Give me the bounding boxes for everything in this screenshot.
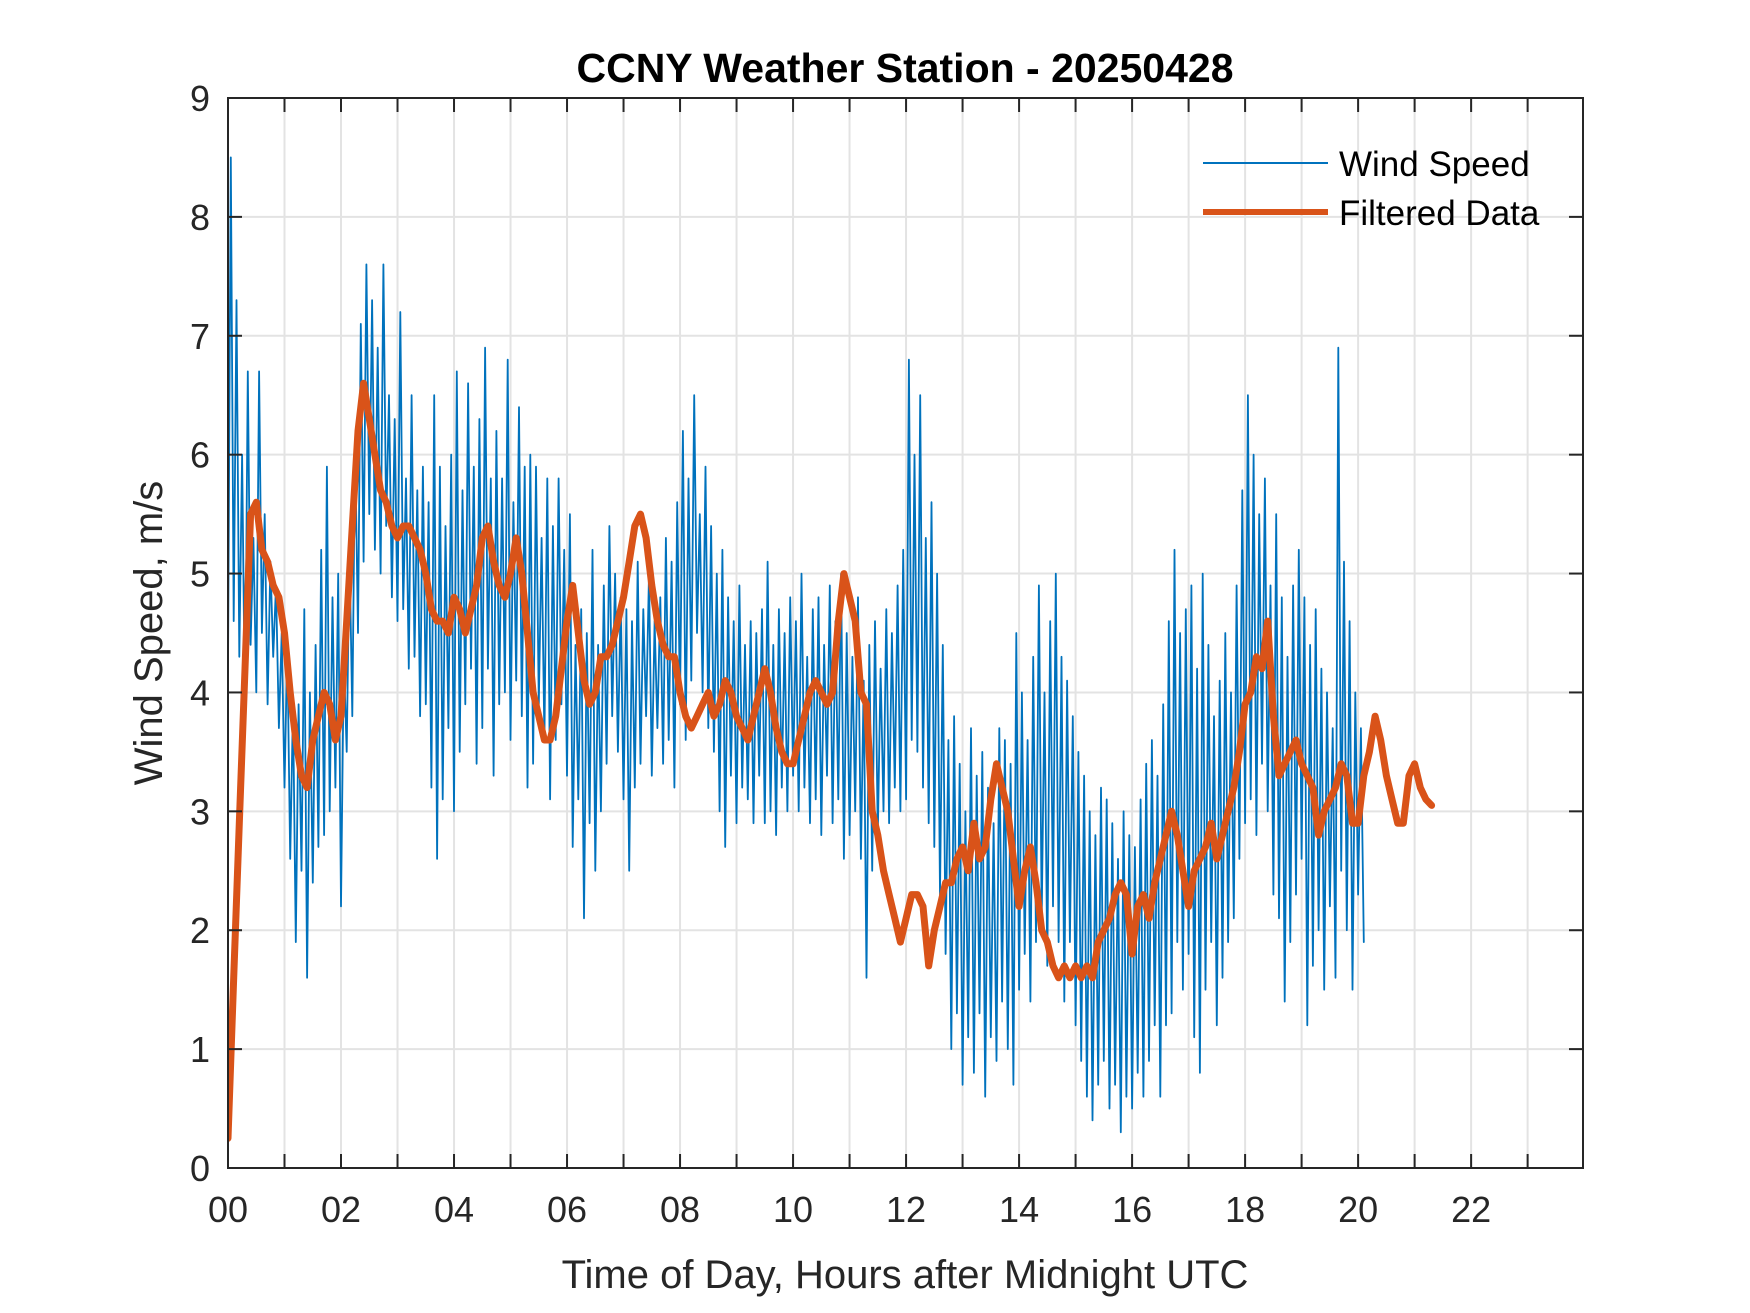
x-tick-labels: 00 02 04 06 08 10 12 14 16 18 20 22 bbox=[208, 1189, 1491, 1230]
x-tick-label: 00 bbox=[208, 1189, 248, 1230]
y-tick-label: 0 bbox=[190, 1148, 210, 1189]
legend: Wind Speed Filtered Data bbox=[1203, 145, 1540, 233]
y-axis-label: Wind Speed, m/s bbox=[127, 481, 171, 786]
x-tick-label: 02 bbox=[321, 1189, 361, 1230]
y-tick-label: 5 bbox=[190, 554, 210, 595]
y-tick-label: 8 bbox=[190, 197, 210, 238]
chart-title: CCNY Weather Station - 20250428 bbox=[576, 45, 1233, 91]
x-tick-label: 10 bbox=[773, 1189, 813, 1230]
x-tick-label: 14 bbox=[999, 1189, 1039, 1230]
filtered-data-line bbox=[228, 379, 1436, 1142]
series-layer bbox=[228, 156, 1436, 1142]
y-tick-label: 9 bbox=[190, 78, 210, 119]
y-tick-label: 1 bbox=[190, 1029, 210, 1070]
y-tick-label: 4 bbox=[190, 672, 210, 713]
y-tick-labels: 0 1 2 3 4 5 6 7 8 9 bbox=[190, 78, 210, 1189]
x-tick-label: 20 bbox=[1338, 1189, 1378, 1230]
x-tick-label: 16 bbox=[1112, 1189, 1152, 1230]
plot-area bbox=[228, 156, 1436, 1142]
x-tick-label: 18 bbox=[1225, 1189, 1265, 1230]
x-tick-label: 22 bbox=[1451, 1189, 1491, 1230]
legend-label-filtered-data: Filtered Data bbox=[1339, 194, 1540, 233]
y-tick-label: 6 bbox=[190, 435, 210, 476]
x-tick-label: 06 bbox=[547, 1189, 587, 1230]
ticks bbox=[227, 97, 1583, 1169]
y-tick-label: 3 bbox=[190, 791, 210, 832]
wind-speed-line bbox=[228, 156, 1365, 1134]
x-axis-label: Time of Day, Hours after Midnight UTC bbox=[562, 1253, 1249, 1297]
y-tick-label: 7 bbox=[190, 316, 210, 357]
x-tick-label: 04 bbox=[434, 1189, 474, 1230]
y-tick-label: 2 bbox=[190, 910, 210, 951]
x-tick-label: 12 bbox=[886, 1189, 926, 1230]
legend-label-wind-speed: Wind Speed bbox=[1339, 145, 1530, 184]
x-tick-label: 08 bbox=[660, 1189, 700, 1230]
